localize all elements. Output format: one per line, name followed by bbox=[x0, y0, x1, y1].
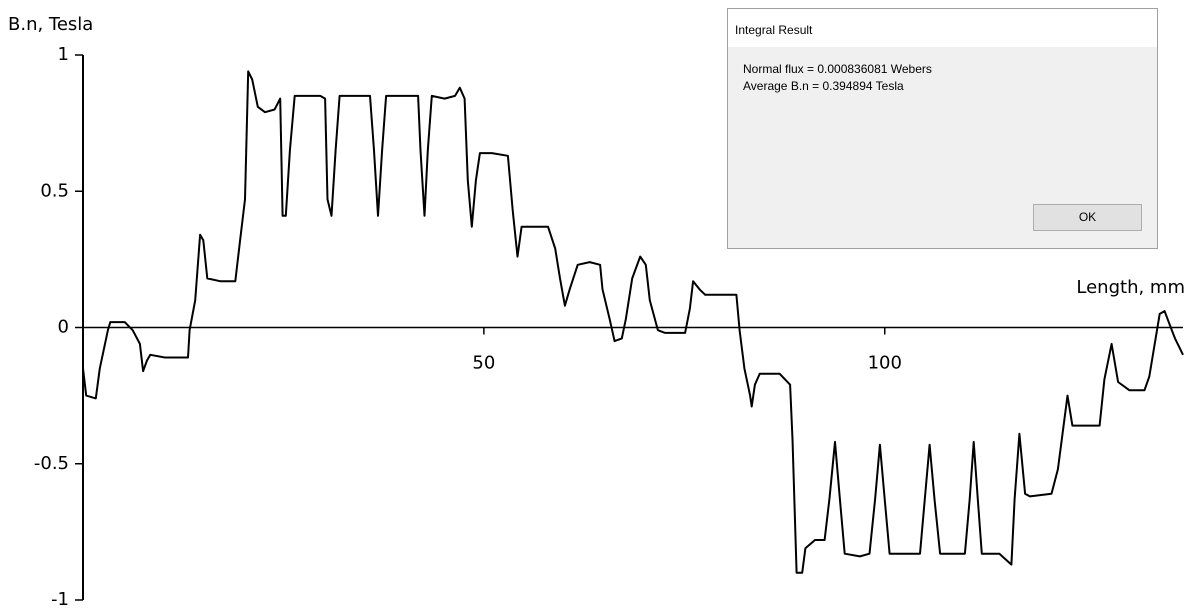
y-tick-label: 0 bbox=[58, 317, 69, 338]
dialog-text: Normal flux = 0.000836081 Webers bbox=[743, 62, 932, 76]
y-tick-label: -0.5 bbox=[34, 453, 69, 474]
ok-button-label[interactable]: OK bbox=[1079, 210, 1096, 224]
y-tick-label: 0.5 bbox=[40, 180, 69, 201]
x-axis-label: Length, mm bbox=[1076, 277, 1185, 298]
x-tick-label: 50 bbox=[472, 353, 495, 374]
dialog: Integral Result Normal flux = 0.00083608… bbox=[727, 8, 1158, 249]
dialog-title: Integral Result bbox=[735, 23, 813, 37]
y-axis-label: B.n, Tesla bbox=[8, 14, 93, 35]
dialog-text: Average B.n = 0.394894 Tesla bbox=[743, 79, 904, 93]
y-tick-label: -1 bbox=[51, 589, 69, 610]
ok-button-frame[interactable] bbox=[1033, 204, 1142, 231]
dialog-titlebar bbox=[728, 9, 1157, 47]
y-tick-label: 1 bbox=[58, 44, 69, 65]
data-line bbox=[82, 70, 1184, 574]
ok-button[interactable]: OK bbox=[1033, 204, 1142, 231]
x-tick-label: 100 bbox=[868, 353, 902, 374]
